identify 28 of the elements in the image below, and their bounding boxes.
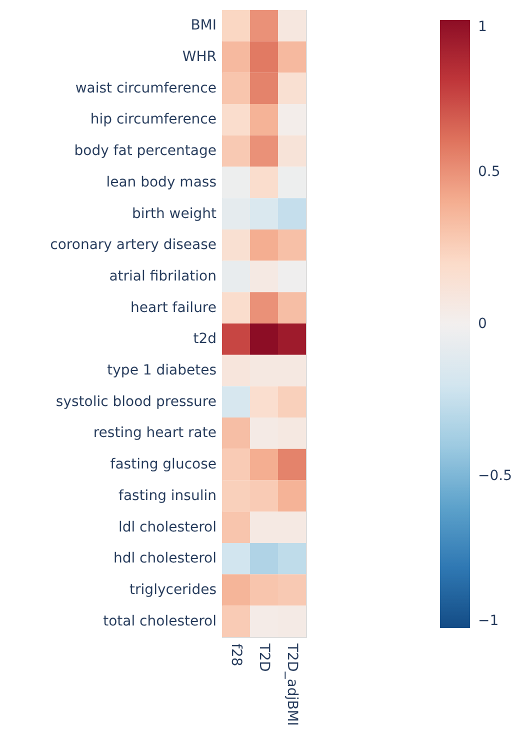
y-tick-label: t2d [193,331,216,348]
y-tick-label: lean body mass [106,174,216,190]
color-bar-label: 1 [478,19,487,35]
y-tick-label: triglycerides [130,582,216,598]
y-tick-label: ldl cholesterol [118,519,216,536]
y-tick-label: birth weight [132,206,218,222]
color-bar-label: 0 [478,316,487,332]
color-bar-label: −1 [478,613,499,629]
y-tick-label: fasting glucose [110,456,216,473]
y-tick-label: coronary artery disease [50,237,216,254]
y-tick-label: resting heart rate [93,425,216,442]
y-tick-label: body fat percentage [74,143,216,160]
x-tick-label: f28 [228,644,244,666]
y-tick-label: WHR [182,49,217,66]
y-tick-label: total cholesterol [103,613,216,630]
y-tick-label: fasting insulin [118,488,216,504]
color-bar-label: −0.5 [478,468,512,484]
y-tick-label: BMI [190,18,216,34]
x-tick-label: T2D [256,642,272,672]
y-tick-label: hdl cholesterol [113,550,216,567]
y-tick-label: type 1 diabetes [107,362,216,379]
y-tick-label: hip circumference [90,112,216,128]
x-tick-label: T2D_adjBMI [284,642,300,726]
y-tick-label: atrial fibrilation [109,268,216,284]
y-tick-label: waist circumference [75,80,216,96]
color-bar-label: 0.5 [478,164,500,180]
y-tick-label: heart failure [130,300,216,316]
y-tick-label: systolic blood pressure [56,394,216,410]
